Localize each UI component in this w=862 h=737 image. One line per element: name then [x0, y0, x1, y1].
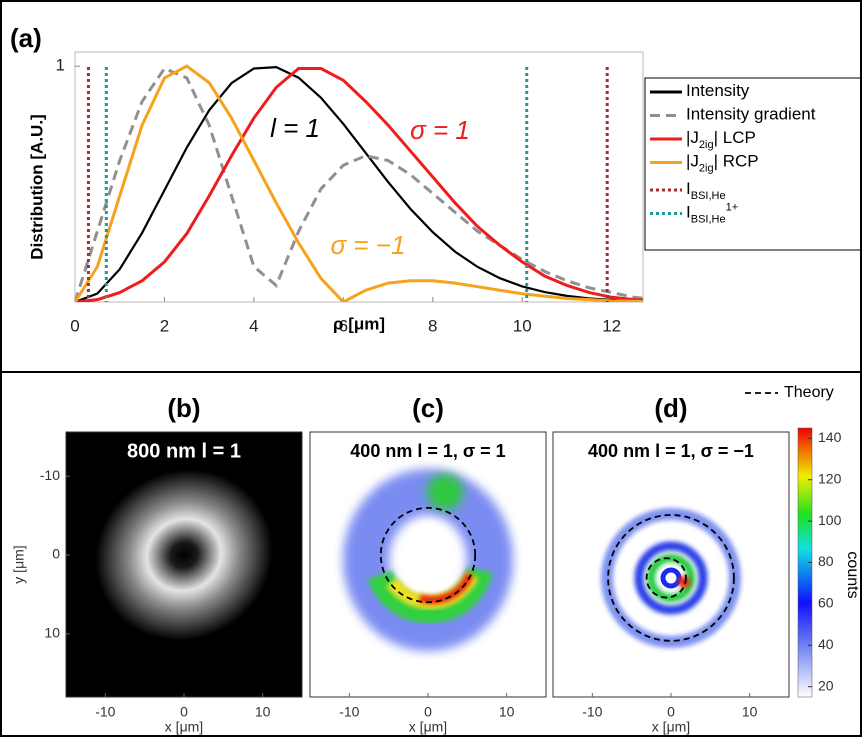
y-tick-label: 0 [52, 546, 60, 562]
panel-label: (d) [654, 393, 687, 423]
y-tick-label: 1 [56, 56, 65, 75]
text-part: BSI,He [691, 213, 726, 225]
colorbar-tick-label: 40 [818, 636, 834, 652]
x-tick-label: -10 [582, 704, 602, 720]
x-axis-label: x [μm] [165, 719, 203, 735]
x-tick-label: 0 [180, 704, 188, 720]
annotation: σ = −1 [331, 230, 406, 260]
text-part: I [686, 179, 691, 198]
x-tick-label: 4 [249, 316, 258, 335]
colorbar-tick-label: 60 [818, 595, 834, 611]
curve [75, 64, 643, 302]
theory-legend: Theory [784, 384, 834, 401]
image-label: 400 nm l = 1, σ = −1 [588, 441, 754, 461]
curve [75, 65, 643, 302]
x-tick-label: 6 [339, 316, 348, 335]
image-b [66, 432, 302, 697]
curve [75, 67, 643, 302]
theory-circle [379, 506, 477, 604]
text-part: |J [686, 128, 699, 147]
panel-label: (b) [167, 393, 200, 423]
panel-label: (a) [10, 23, 42, 53]
text-part: I [686, 203, 691, 222]
y-axis-label: y [μm] [11, 545, 27, 583]
colorbar-label: counts [844, 551, 861, 598]
colorbar-tick-label: 100 [818, 512, 842, 528]
x-tick-label: -10 [95, 704, 115, 720]
annotation: σ = 1 [410, 115, 470, 145]
colorbar-tick-label: 140 [818, 429, 842, 445]
colorbar-tick-label: 20 [818, 677, 834, 693]
x-tick-label: 0 [667, 704, 675, 720]
x-tick-label: 10 [742, 704, 758, 720]
x-axis-label: x [μm] [409, 719, 447, 735]
x-tick-label: 2 [160, 316, 169, 335]
image-d [553, 432, 789, 697]
plot-lines [75, 64, 643, 302]
theory-circle [607, 514, 735, 642]
image-label: 800 nm l = 1 [127, 440, 241, 462]
text-part: BSI,He [691, 190, 726, 202]
curve [75, 66, 643, 302]
text-part: | RCP [714, 152, 759, 171]
theory-circle [645, 557, 687, 599]
text-part: | LCP [714, 128, 756, 147]
text-part: 2ig [699, 139, 714, 151]
colorbar-tick-label: 120 [818, 470, 842, 486]
y-tick-label: 10 [44, 625, 60, 641]
plot-area [74, 51, 644, 303]
x-tick-label: 10 [513, 316, 532, 335]
x-tick-label: 0 [70, 316, 79, 335]
image-c [310, 432, 546, 697]
text-part: |J [686, 152, 699, 171]
text-part: 1+ [726, 201, 739, 213]
x-tick-label: 8 [428, 316, 437, 335]
x-tick-label: 10 [255, 704, 271, 720]
colorbar-tick-label: 80 [818, 553, 834, 569]
x-tick-label: 12 [602, 316, 621, 335]
text-part: Intensity [686, 81, 750, 100]
legend-label: Intensity gradient [686, 105, 816, 124]
text-part: Intensity gradient [686, 105, 816, 124]
legend-label: Intensity [686, 81, 750, 100]
legend-label: |J2ig| LCP [686, 128, 756, 150]
x-axis-label: x [μm] [652, 719, 690, 735]
legend-label: IBSI,He1+ [686, 201, 738, 225]
y-axis-label: Distribution [A.U.] [27, 114, 46, 259]
text-part: 2ig [699, 162, 714, 174]
annotation: l = 1 [270, 113, 320, 143]
image-label: 400 nm l = 1, σ = 1 [350, 441, 505, 461]
legend-label: IBSI,He [686, 179, 726, 201]
x-axis-label: ρ [μm] [333, 314, 385, 333]
x-tick-label: 10 [499, 704, 515, 720]
panel-label: (c) [412, 393, 444, 423]
y-tick-label: -10 [40, 467, 60, 483]
x-tick-label: 0 [424, 704, 432, 720]
x-tick-label: -10 [339, 704, 359, 720]
legend-label: |J2ig| RCP [686, 152, 759, 174]
legend-box [644, 77, 862, 251]
